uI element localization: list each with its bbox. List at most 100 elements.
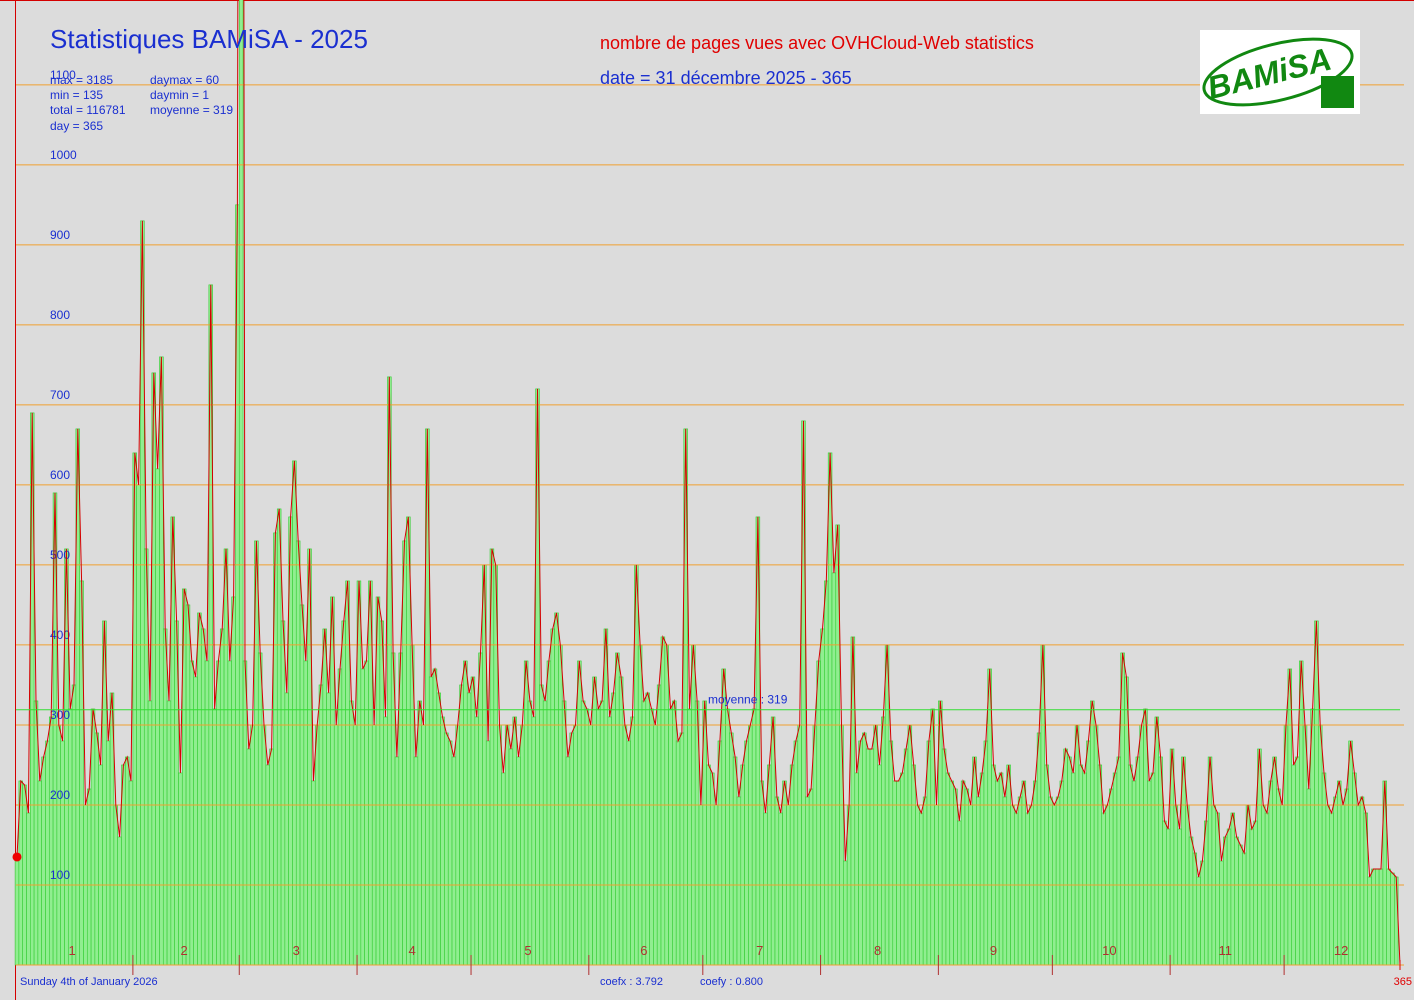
bar <box>314 724 320 966</box>
month-label: 10 <box>1102 943 1116 958</box>
month-label: 9 <box>990 943 997 958</box>
bar <box>22 784 27 966</box>
bar <box>37 780 42 966</box>
bar <box>1242 852 1247 966</box>
bar <box>242 660 248 966</box>
bar <box>729 732 734 966</box>
y-tick-label: 1000 <box>50 148 77 162</box>
bar <box>1386 868 1391 966</box>
bar <box>1014 812 1019 966</box>
month-label: 5 <box>524 943 531 958</box>
bar <box>352 724 358 966</box>
bar <box>580 700 586 966</box>
bar <box>1177 828 1182 966</box>
bar <box>892 780 897 966</box>
bar <box>907 724 913 966</box>
bar <box>881 716 886 966</box>
bar <box>360 668 365 966</box>
bar <box>854 772 859 966</box>
month-label: 3 <box>293 943 300 958</box>
bar <box>1200 860 1205 966</box>
bar <box>561 700 567 966</box>
mean-label: moyenne : 319 <box>708 693 788 707</box>
bar <box>991 764 996 966</box>
month-label: 4 <box>409 943 416 958</box>
bar <box>573 724 578 966</box>
date-text: date = 31 décembre 2025 - 365 <box>600 68 852 88</box>
bar <box>1188 836 1194 966</box>
bar <box>843 860 848 966</box>
bar <box>98 764 103 966</box>
bar <box>972 756 977 966</box>
bar <box>732 756 738 966</box>
stat: max = 3185 <box>50 73 113 87</box>
bar <box>189 660 194 966</box>
bar <box>721 668 726 966</box>
bar <box>1207 756 1213 966</box>
bar <box>45 740 50 966</box>
bar <box>964 788 970 966</box>
stat: daymin = 1 <box>150 88 209 102</box>
bar <box>276 508 282 966</box>
bar <box>1394 876 1399 966</box>
bar <box>1109 788 1114 966</box>
bar <box>983 740 989 966</box>
bar <box>672 700 677 966</box>
bar <box>1249 828 1255 966</box>
bar <box>824 580 829 966</box>
bar <box>1036 732 1042 966</box>
bar <box>1139 724 1144 966</box>
bar <box>197 612 202 966</box>
bar <box>200 628 206 966</box>
bar <box>406 516 411 966</box>
bar <box>926 740 932 966</box>
bar <box>1371 868 1376 966</box>
bar <box>440 716 445 966</box>
bar <box>1116 756 1122 966</box>
bar <box>736 796 742 966</box>
bar <box>687 708 692 966</box>
bar <box>979 772 985 966</box>
bar <box>1318 724 1323 966</box>
bar <box>1067 756 1072 966</box>
bar <box>998 772 1004 966</box>
bar <box>900 772 905 966</box>
bar <box>162 628 168 966</box>
bar <box>717 740 723 966</box>
footer-date: Sunday 4th of January 2026 <box>20 976 158 988</box>
bar <box>767 764 772 966</box>
bar <box>178 772 183 966</box>
bar <box>466 692 472 966</box>
bar <box>599 700 605 966</box>
bar <box>592 676 597 966</box>
bar <box>1306 788 1312 966</box>
logo-oval <box>1202 37 1354 107</box>
bar <box>668 708 673 966</box>
bar <box>941 748 947 966</box>
bar <box>1112 772 1118 966</box>
bar <box>1378 868 1384 966</box>
y-tick-label: 100 <box>50 868 70 882</box>
bar <box>1017 796 1023 966</box>
bar <box>596 708 601 966</box>
bar <box>1234 836 1239 966</box>
bar <box>470 676 476 966</box>
bar <box>1192 852 1198 966</box>
month-label: 2 <box>181 943 188 958</box>
bar <box>56 724 61 966</box>
bar <box>675 740 681 966</box>
bar <box>1166 828 1171 966</box>
stat: total = 116781 <box>50 103 126 117</box>
bar <box>451 756 457 966</box>
bar <box>478 652 483 966</box>
bar <box>1348 740 1353 966</box>
bar <box>26 812 31 966</box>
bar <box>105 740 111 966</box>
bar <box>1359 796 1365 966</box>
bar <box>1375 868 1380 966</box>
y-tick-label: 600 <box>50 468 70 482</box>
coefy: coefy : 0.800 <box>700 976 763 988</box>
bar <box>911 764 916 966</box>
bar <box>1044 764 1049 966</box>
